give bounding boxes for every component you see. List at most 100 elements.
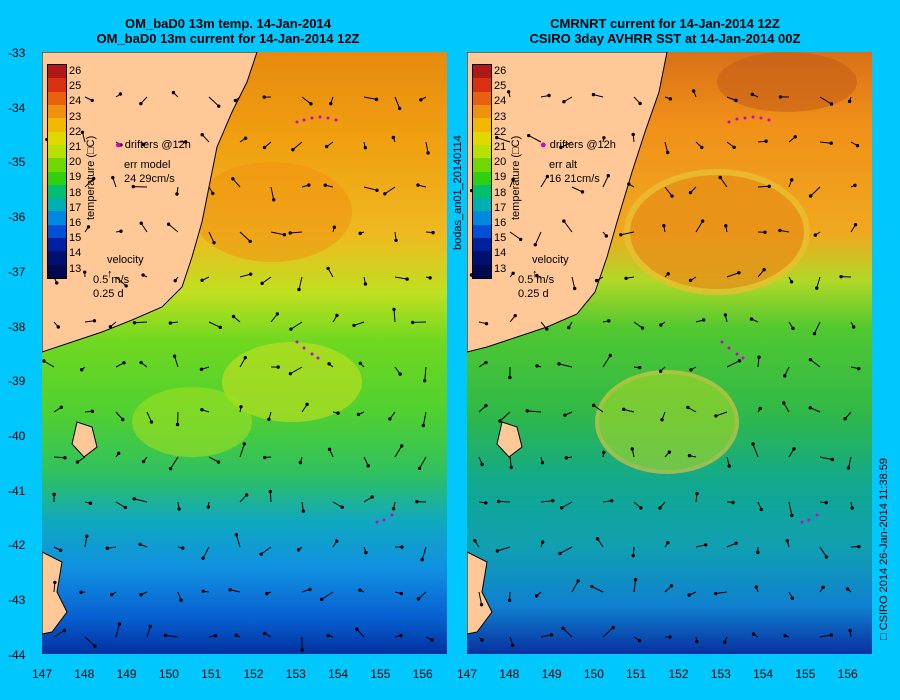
velocity-arrow-head [363, 282, 368, 286]
velocity-arrow-head [231, 314, 236, 319]
colorbar-cell [473, 158, 491, 172]
velocity-arrow-head [668, 635, 672, 639]
right-err-line2: 16 21cm/s [549, 173, 600, 185]
velocity-arrow-head [714, 414, 718, 418]
velocity-arrow-head [92, 319, 97, 323]
velocity-arrow-head [547, 93, 551, 98]
velocity-arrow-head [262, 145, 267, 150]
velocity-arrow-head [659, 323, 663, 327]
velocity-arrow [53, 630, 65, 638]
left-legend-err: err model 24 29cm/s [124, 158, 175, 186]
colorbar-cell [48, 65, 66, 79]
velocity-arrow-head [686, 405, 690, 410]
velocity-arrow [394, 276, 408, 280]
colorbar-cell [48, 251, 66, 265]
velocity-arrow-head [117, 622, 122, 626]
velocity-arrow [270, 186, 275, 200]
velocity-arrow [146, 626, 151, 638]
colorbar-cell [473, 171, 491, 185]
y-tick-label: -42 [8, 538, 26, 553]
right-err-line1: err alt [549, 159, 578, 171]
velocity-arrow [719, 177, 728, 188]
velocity-arrow-head [262, 95, 266, 99]
velocity-arrow [562, 627, 573, 638]
velocity-arrow-head [495, 549, 500, 553]
velocity-arrow-head [734, 541, 738, 545]
velocity-arrow [571, 276, 576, 289]
velocity-arrow-head [790, 178, 794, 182]
velocity-arrow-head [86, 225, 91, 229]
left-velocity-scale2: 0.25 d [93, 288, 124, 300]
velocity-arrow-head [839, 274, 843, 279]
velocity-arrow-head [846, 466, 851, 470]
x-tick-label: 147 [456, 667, 478, 681]
velocity-arrow-head [398, 372, 402, 376]
colorbar-cell [48, 224, 66, 239]
velocity-arrow-head [484, 321, 489, 326]
colorbar-cell [473, 238, 491, 252]
velocity-arrow-head [420, 558, 424, 562]
colorbar-cell [48, 171, 66, 185]
colorbar-cell [473, 78, 491, 92]
velocity-arrow [115, 623, 120, 638]
velocity-arrow-head [563, 413, 567, 417]
velocity-arrow-head [91, 176, 96, 181]
velocity-arrow-head [757, 355, 761, 359]
colorbar-cell [473, 131, 491, 145]
velocity-arrow-head [527, 133, 531, 138]
velocity-arrow-head [758, 406, 762, 411]
velocity-arrow-head [262, 631, 267, 636]
velocity-arrow-head [731, 500, 735, 505]
y-tick-label: -36 [8, 210, 26, 225]
velocity-arrow [421, 546, 427, 560]
velocity-arrow-head [751, 632, 756, 636]
colorbar-cell [473, 184, 491, 199]
velocity-arrow-head [812, 331, 817, 336]
velocity-arrow-head [668, 97, 673, 101]
velocity-arrow-head [358, 231, 362, 236]
y-tick-label: -41 [8, 483, 26, 498]
velocity-arrow-head [847, 99, 852, 104]
velocity-arrow-head [513, 313, 517, 318]
velocity-arrow-head [410, 320, 415, 325]
velocity-arrow-head [762, 268, 766, 272]
velocity-arrow-head [480, 462, 484, 467]
velocity-arrow [752, 443, 759, 458]
velocity-arrow-head [421, 423, 426, 428]
velocity-arrow [819, 546, 827, 558]
velocity-arrow-head [829, 102, 834, 106]
velocity-arrow [394, 445, 403, 458]
velocity-arrow [332, 501, 343, 508]
velocity-arrow [53, 456, 65, 459]
velocity-arrow-head [139, 101, 143, 106]
velocity-arrow-head [545, 327, 549, 331]
velocity-arrow-head [791, 326, 795, 331]
velocity-arrow-head [323, 183, 327, 187]
velocity-arrow-head [52, 492, 56, 497]
velocity-arrow-head [416, 183, 420, 187]
velocity-arrow [715, 411, 728, 417]
velocity-arrow-head [59, 405, 63, 410]
velocity-arrow [363, 96, 377, 100]
velocity-arrow-head [141, 459, 146, 464]
x-tick-label: 156 [837, 667, 858, 681]
velocity-arrow-head [557, 362, 561, 366]
velocity-arrow-head [392, 307, 396, 312]
velocity-arrow-head [638, 101, 642, 106]
x-tick-label: 153 [710, 667, 731, 681]
colorbar-label: 20 [494, 156, 507, 169]
velocity-arrow-head [666, 272, 670, 276]
velocity-arrow-head [326, 266, 330, 271]
velocity-arrow [239, 273, 251, 278]
velocity-arrow [559, 546, 573, 554]
velocity-arrow-head [573, 286, 577, 291]
velocity-arrow [239, 231, 251, 242]
velocity-arrow [270, 313, 278, 323]
velocity-arrow-head [212, 240, 216, 245]
right-velocity-legend: velocity ↑ 0.5 m/s 0.25 d [518, 253, 569, 301]
velocity-arrow-head [327, 447, 332, 452]
left-err-line1: err model [124, 159, 171, 171]
velocity-arrow-head [813, 233, 818, 237]
velocity-arrow-head [374, 97, 379, 102]
velocity-arrow [321, 591, 334, 600]
